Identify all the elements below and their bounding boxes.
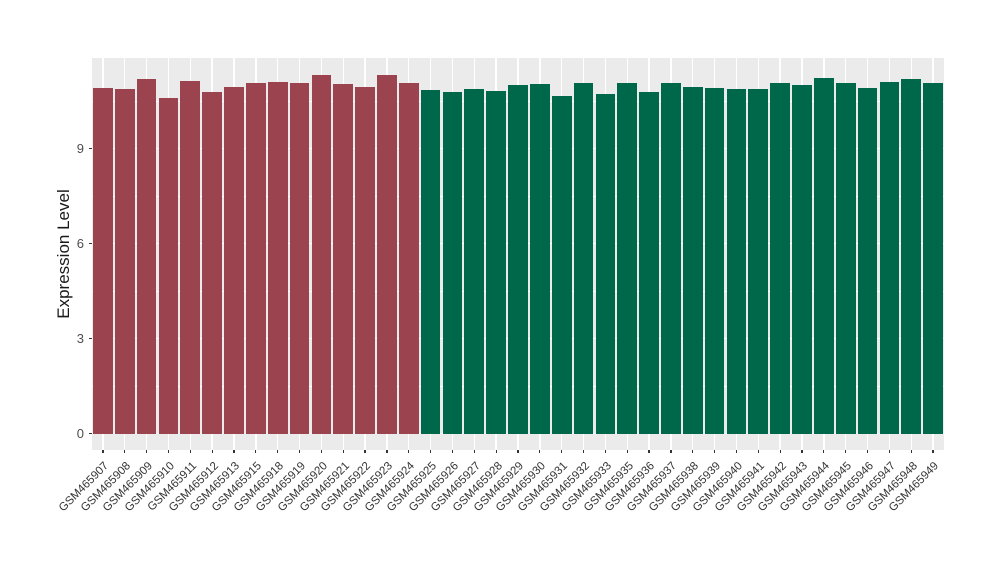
bar-GSM465931 (551, 95, 572, 434)
x-tick-GSM465943 (801, 450, 803, 453)
bar-GSM465927 (464, 89, 485, 434)
x-tick-GSM465907 (102, 450, 104, 453)
bar-GSM465922 (355, 86, 375, 434)
x-tick-GSM465948 (910, 450, 912, 453)
x-tick-GSM465942 (779, 450, 781, 453)
bar-GSM465945 (835, 82, 856, 434)
x-tick-GSM465945 (845, 450, 847, 453)
y-tick-0 (88, 432, 92, 435)
bar-GSM465918 (267, 81, 288, 434)
bar-GSM465912 (202, 91, 222, 434)
x-tick-GSM465941 (757, 450, 759, 453)
y-tick-label-6: 6 (76, 235, 84, 251)
bar-GSM465930 (530, 84, 550, 434)
x-tick-GSM465926 (451, 450, 454, 453)
x-tick-GSM465923 (386, 450, 388, 453)
x-tick-GSM465938 (692, 450, 694, 453)
bar-GSM465907 (93, 88, 113, 434)
x-tick-GSM465932 (582, 450, 585, 453)
bar-GSM465935 (617, 83, 638, 434)
bar-GSM465928 (486, 90, 506, 434)
x-tick-GSM465921 (342, 450, 344, 453)
bar-GSM465921 (333, 84, 354, 434)
bar-GSM465925 (420, 89, 441, 434)
x-tick-GSM465929 (517, 450, 519, 453)
bar-GSM465939 (704, 88, 725, 434)
x-tick-GSM465933 (604, 450, 606, 453)
bar-GSM465936 (639, 92, 659, 434)
x-tick-GSM465920 (320, 450, 322, 453)
bar-GSM465932 (573, 82, 594, 434)
bar-GSM465919 (289, 82, 310, 434)
bar-GSM465941 (748, 89, 769, 434)
bar-GSM465910 (158, 97, 179, 434)
x-tick-GSM465935 (626, 450, 628, 453)
x-tick-GSM465946 (866, 450, 869, 453)
x-tick-GSM465931 (561, 450, 563, 453)
bar-GSM465949 (923, 83, 943, 434)
bar-GSM465946 (857, 88, 878, 434)
x-tick-GSM465937 (670, 450, 672, 453)
x-tick-GSM465919 (298, 450, 301, 453)
y-tick-9 (88, 147, 92, 150)
y-tick-label-9: 9 (76, 140, 84, 156)
bar-GSM465924 (398, 83, 419, 434)
bar-GSM465944 (814, 78, 834, 434)
x-tick-GSM465939 (714, 450, 716, 453)
x-tick-GSM465936 (648, 450, 650, 453)
x-tick-GSM465924 (408, 450, 410, 453)
x-tick-GSM465908 (124, 450, 126, 453)
bar-GSM465938 (682, 86, 703, 434)
bar-GSM465933 (595, 94, 616, 434)
x-tick-GSM465913 (233, 450, 235, 453)
x-tick-GSM465915 (255, 450, 257, 453)
x-tick-GSM465930 (539, 450, 541, 453)
x-tick-GSM465927 (473, 450, 475, 453)
bar-GSM465915 (246, 83, 266, 434)
bar-GSM465908 (114, 89, 135, 434)
bar-GSM465948 (901, 79, 922, 434)
plot-panel (92, 58, 944, 450)
x-tick-GSM465912 (211, 450, 213, 453)
bar-GSM465943 (792, 84, 812, 434)
x-tick-GSM465947 (888, 450, 890, 453)
bar-GSM465942 (770, 82, 790, 434)
y-tick-label-0: 0 (76, 425, 84, 441)
bar-GSM465947 (879, 81, 900, 434)
bar-GSM465929 (508, 84, 528, 434)
y-tick-3 (88, 337, 92, 340)
y-tick-6 (88, 242, 92, 245)
bar-GSM465940 (726, 89, 747, 434)
x-tick-GSM465949 (932, 450, 934, 453)
x-tick-GSM465944 (823, 450, 825, 453)
x-tick-GSM465918 (277, 450, 279, 453)
x-tick-GSM465909 (146, 450, 148, 453)
x-tick-GSM465928 (495, 450, 497, 453)
x-tick-GSM465940 (735, 450, 738, 453)
bar-GSM465909 (136, 78, 157, 434)
x-tick-GSM465910 (167, 450, 170, 453)
x-tick-GSM465925 (430, 450, 432, 453)
bar-GSM465911 (180, 81, 201, 434)
bar-GSM465926 (442, 91, 463, 434)
bar-GSM465913 (224, 86, 244, 434)
bar-GSM465923 (377, 74, 397, 434)
y-tick-label-3: 3 (76, 330, 84, 346)
bar-GSM465920 (311, 74, 332, 434)
x-tick-GSM465922 (364, 450, 366, 453)
x-tick-GSM465911 (189, 450, 191, 453)
bar-GSM465937 (661, 82, 681, 434)
